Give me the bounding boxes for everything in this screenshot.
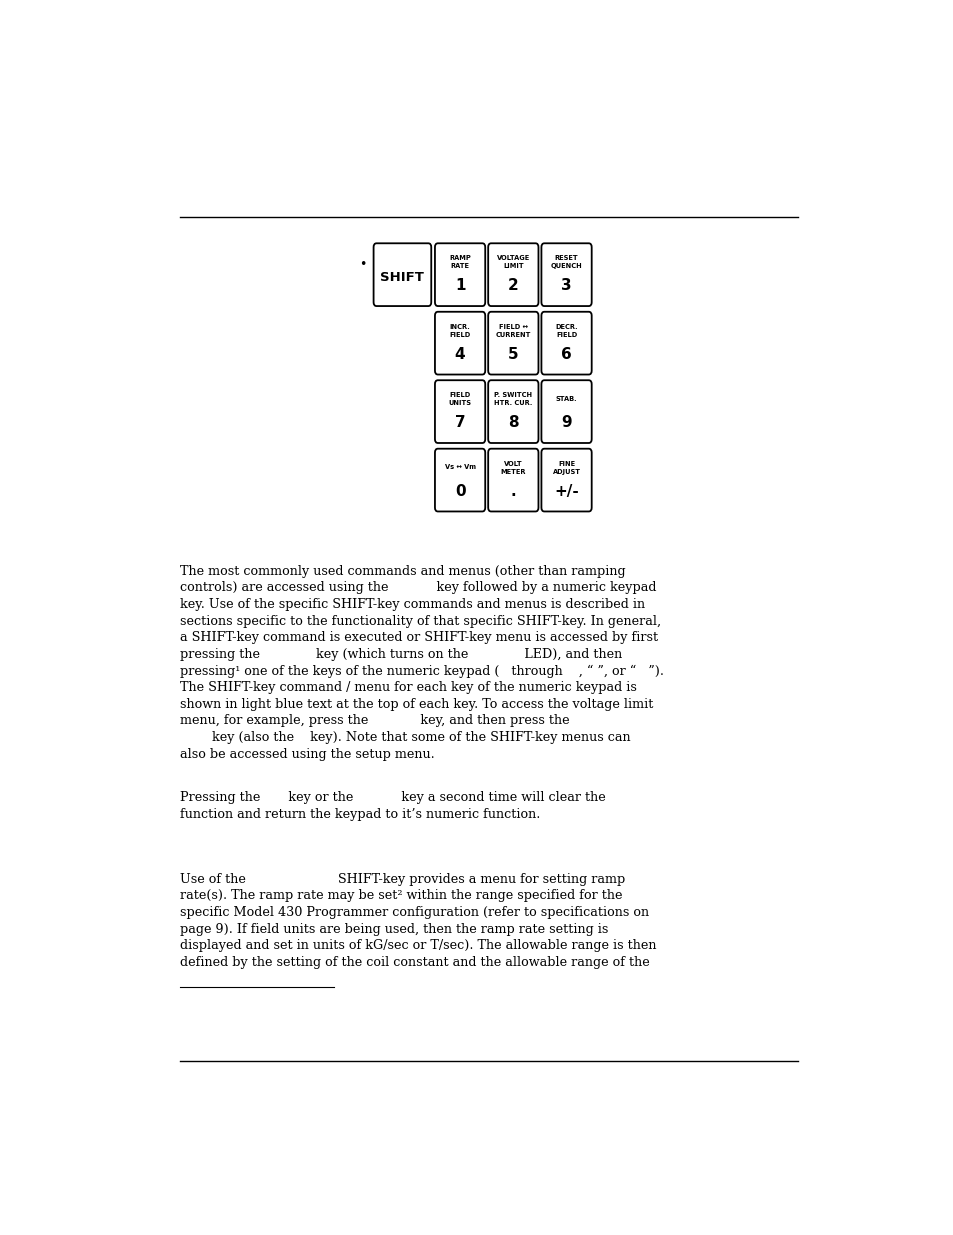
Text: FINE: FINE (558, 461, 575, 467)
Text: defined by the setting of the coil constant and the allowable range of the: defined by the setting of the coil const… (180, 956, 649, 969)
Text: sections specific to the functionality of that specific SHIFT-key. In general,: sections specific to the functionality o… (180, 615, 660, 627)
Text: menu, for example, press the             key, and then press the: menu, for example, press the key, and th… (180, 715, 569, 727)
FancyBboxPatch shape (488, 243, 537, 306)
Text: pressing the              key (which turns on the              LED), and then: pressing the key (which turns on the LED… (180, 648, 621, 661)
FancyBboxPatch shape (488, 448, 537, 511)
Text: STAB.: STAB. (556, 396, 577, 401)
Text: P. SWITCH: P. SWITCH (494, 391, 532, 398)
Text: +/-: +/- (554, 484, 578, 499)
Text: FIELD: FIELD (449, 332, 470, 338)
Text: CURRENT: CURRENT (496, 332, 531, 338)
Text: RESET: RESET (554, 256, 578, 261)
Text: FIELD: FIELD (449, 391, 470, 398)
Text: The SHIFT-key command / menu for each key of the numeric keypad is: The SHIFT-key command / menu for each ke… (180, 682, 636, 694)
Text: 4: 4 (455, 347, 465, 362)
Text: 2: 2 (507, 278, 518, 293)
Text: key. Use of the specific SHIFT-key commands and menus is described in: key. Use of the specific SHIFT-key comma… (180, 598, 644, 611)
Text: Pressing the       key or the            key a second time will clear the: Pressing the key or the key a second tim… (180, 792, 605, 804)
Text: HTR. CUR.: HTR. CUR. (494, 400, 532, 406)
FancyBboxPatch shape (435, 380, 485, 443)
FancyBboxPatch shape (374, 243, 431, 306)
Text: key (also the    key). Note that some of the SHIFT-key menus can: key (also the key). Note that some of th… (180, 731, 630, 745)
Text: VOLT: VOLT (503, 461, 522, 467)
Text: 6: 6 (560, 347, 572, 362)
Text: displayed and set in units of kG/sec or T/sec). The allowable range is then: displayed and set in units of kG/sec or … (180, 940, 656, 952)
Text: .: . (510, 484, 516, 499)
Text: pressing¹ one of the keys of the numeric keypad (   through    , “ ”, or “   ”).: pressing¹ one of the keys of the numeric… (180, 664, 663, 678)
Text: VOLTAGE: VOLTAGE (497, 256, 530, 261)
Text: The most commonly used commands and menus (other than ramping: The most commonly used commands and menu… (180, 564, 625, 578)
Text: SHIFT: SHIFT (380, 272, 424, 284)
Text: 9: 9 (560, 415, 571, 430)
Text: QUENCH: QUENCH (550, 263, 582, 269)
FancyBboxPatch shape (488, 311, 537, 374)
Text: 0: 0 (455, 484, 465, 499)
Text: ADJUST: ADJUST (552, 469, 580, 474)
FancyBboxPatch shape (435, 448, 485, 511)
Text: 8: 8 (508, 415, 518, 430)
Text: DECR.: DECR. (555, 324, 578, 330)
Text: Vs ↔ Vm: Vs ↔ Vm (444, 464, 476, 471)
FancyBboxPatch shape (541, 380, 591, 443)
Text: FIELD ↔: FIELD ↔ (498, 324, 527, 330)
Text: 5: 5 (508, 347, 518, 362)
Text: function and return the keypad to it’s numeric function.: function and return the keypad to it’s n… (180, 808, 539, 821)
Text: page 9). If field units are being used, then the ramp rate setting is: page 9). If field units are being used, … (180, 923, 608, 936)
Text: controls) are accessed using the            key followed by a numeric keypad: controls) are accessed using the key fol… (180, 582, 656, 594)
FancyBboxPatch shape (435, 243, 485, 306)
FancyBboxPatch shape (541, 448, 591, 511)
Text: •: • (359, 258, 367, 270)
Text: RAMP: RAMP (449, 256, 471, 261)
Text: rate(s). The ramp rate may be set² within the range specified for the: rate(s). The ramp rate may be set² withi… (180, 889, 621, 903)
Text: Use of the                       SHIFT-key provides a menu for setting ramp: Use of the SHIFT-key provides a menu for… (180, 873, 624, 885)
FancyBboxPatch shape (435, 311, 485, 374)
Text: 3: 3 (560, 278, 571, 293)
Text: 7: 7 (455, 415, 465, 430)
Text: shown in light blue text at the top of each key. To access the voltage limit: shown in light blue text at the top of e… (180, 698, 653, 711)
FancyBboxPatch shape (541, 311, 591, 374)
Text: FIELD: FIELD (556, 332, 577, 338)
FancyBboxPatch shape (488, 380, 537, 443)
Text: a SHIFT-key command is executed or SHIFT-key menu is accessed by first: a SHIFT-key command is executed or SHIFT… (180, 631, 658, 645)
FancyBboxPatch shape (541, 243, 591, 306)
Text: INCR.: INCR. (449, 324, 470, 330)
Text: 1: 1 (455, 278, 465, 293)
Text: METER: METER (500, 469, 525, 474)
Text: UNITS: UNITS (448, 400, 471, 406)
Text: specific Model 430 Programmer configuration (refer to specifications on: specific Model 430 Programmer configurat… (180, 906, 648, 919)
Text: LIMIT: LIMIT (502, 263, 523, 269)
Text: RATE: RATE (450, 263, 469, 269)
Text: also be accessed using the setup menu.: also be accessed using the setup menu. (180, 747, 435, 761)
